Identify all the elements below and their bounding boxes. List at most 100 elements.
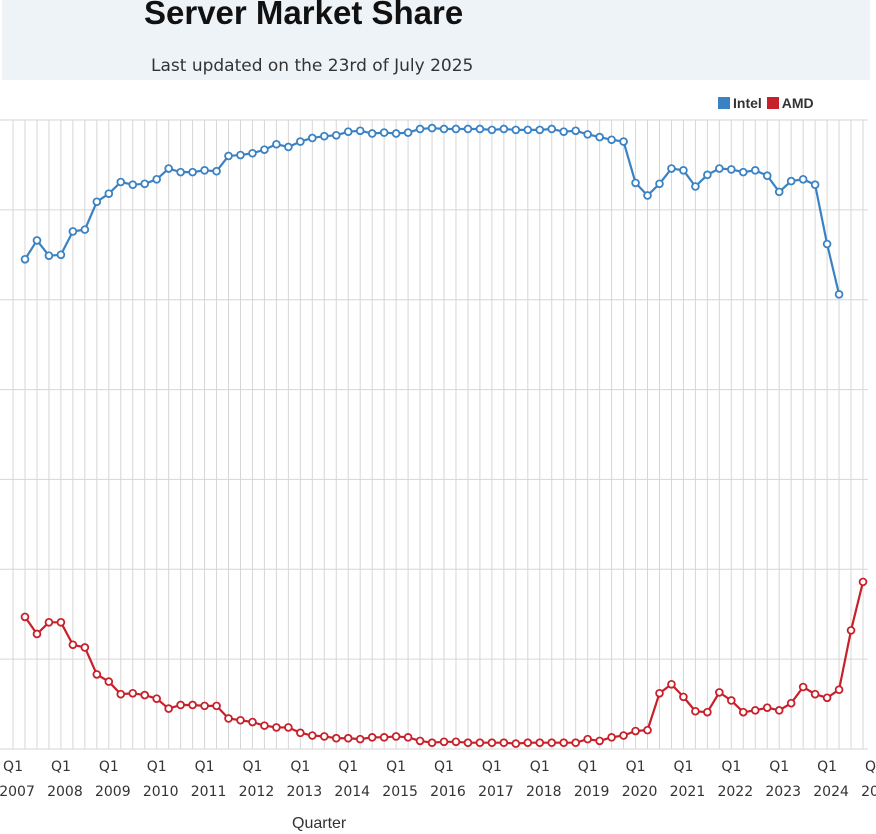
x-tick-label-q1: Q1 (3, 759, 23, 775)
data-point-amd (403, 733, 413, 742)
data-point-intel (535, 125, 545, 135)
data-point-intel (32, 236, 42, 245)
data-point-intel (774, 187, 784, 197)
data-point-intel (248, 148, 257, 158)
x-tick-label-year: 2013 (287, 784, 323, 800)
data-point-intel (451, 124, 461, 134)
data-point-intel (667, 164, 676, 173)
series-amd (20, 577, 868, 748)
data-point-amd (715, 688, 724, 697)
data-point-intel (20, 254, 30, 264)
data-point-amd (56, 618, 66, 627)
data-point-amd (667, 680, 676, 689)
x-tick-label-year: 2017 (478, 784, 514, 800)
legend-item-intel[interactable]: Intel (718, 95, 762, 111)
x-tick-label-q1: Q1 (530, 759, 550, 775)
data-point-amd (762, 703, 772, 712)
legend-label-intel: Intel (733, 95, 762, 111)
data-point-intel (176, 167, 185, 177)
x-tick-label-year: 2011 (191, 784, 227, 800)
gridlines (0, 119, 868, 750)
data-point-intel (727, 165, 736, 174)
data-point-intel (583, 130, 592, 139)
x-tick-label-year: 2018 (526, 784, 562, 800)
data-point-intel (355, 126, 365, 136)
data-point-amd (176, 700, 185, 710)
x-tick-label-year: 2007 (0, 784, 35, 800)
data-point-intel (655, 179, 664, 189)
data-point-amd (164, 704, 173, 713)
x-tick-label-q1: Q1 (51, 759, 71, 775)
data-point-amd (224, 714, 233, 723)
x-tick-label-q1: Q1 (673, 759, 693, 775)
data-point-intel (272, 139, 281, 149)
data-point-amd (750, 706, 760, 715)
data-point-intel (128, 180, 138, 189)
data-point-intel (236, 150, 245, 160)
data-point-amd (858, 577, 868, 587)
data-point-amd (487, 738, 497, 748)
data-point-amd (499, 738, 509, 748)
chart-title: Server Market Share (144, 0, 464, 31)
legend-item-amd[interactable]: AMD (766, 95, 814, 111)
data-point-intel (619, 137, 628, 146)
data-point-intel (487, 125, 497, 135)
data-point-intel (511, 125, 521, 135)
x-tick-label-q1: Q1 (578, 759, 598, 775)
data-point-intel (343, 127, 353, 136)
data-point-amd (451, 737, 461, 747)
legend: Intel AMD (718, 95, 819, 111)
x-tick-label-q1: Q1 (482, 759, 502, 775)
data-point-intel (834, 290, 844, 299)
data-point-amd (343, 733, 353, 743)
x-tick-label-year: 2009 (95, 784, 131, 800)
data-point-intel (379, 128, 389, 137)
data-point-intel (116, 177, 126, 187)
x-tick-label-q1: Q1 (626, 759, 646, 775)
data-point-amd (308, 731, 317, 740)
data-point-intel (547, 124, 557, 134)
data-point-amd (643, 725, 652, 735)
data-point-intel (200, 166, 209, 175)
data-point-amd (738, 707, 748, 717)
x-tick-label-year: 2022 (717, 784, 753, 800)
x-tick-label-year: 2023 (765, 784, 801, 800)
x-tick-label-q1: Q1 (195, 759, 215, 775)
data-point-amd (20, 612, 30, 622)
data-point-amd (439, 737, 449, 747)
data-point-amd (774, 706, 784, 715)
data-point-intel (571, 126, 580, 136)
data-point-intel (224, 151, 233, 161)
data-point-intel (331, 130, 341, 140)
x-tick-label-year: 2014 (334, 784, 370, 800)
data-point-intel (68, 227, 78, 236)
data-point-amd (607, 733, 616, 742)
x-tick-label-year: 2016 (430, 784, 466, 800)
data-point-amd (391, 732, 401, 741)
data-point-amd (319, 732, 329, 741)
data-point-amd (595, 736, 604, 746)
x-tick-label-q1: Q1 (338, 759, 358, 775)
data-point-intel (427, 123, 437, 133)
legend-label-amd: AMD (781, 95, 814, 111)
x-tick-label-q1: Q1 (817, 759, 837, 775)
data-point-amd (691, 706, 700, 716)
data-point-intel (44, 251, 54, 260)
data-point-intel (475, 124, 485, 134)
x-tick-label-q1: Q1 (721, 759, 741, 775)
data-point-amd (535, 738, 545, 748)
data-point-intel (631, 178, 640, 188)
data-point-amd (284, 723, 293, 732)
data-point-intel (80, 225, 90, 234)
data-point-amd (32, 629, 42, 639)
data-point-intel (56, 250, 66, 260)
data-point-amd (379, 733, 389, 742)
data-point-amd (547, 738, 557, 748)
data-point-amd (248, 717, 257, 727)
x-tick-label-year: 2024 (813, 784, 849, 800)
data-point-intel (822, 239, 832, 249)
data-point-intel (607, 135, 616, 145)
x-tick-label-q1: Q1 (434, 759, 454, 775)
data-point-intel (643, 191, 652, 200)
